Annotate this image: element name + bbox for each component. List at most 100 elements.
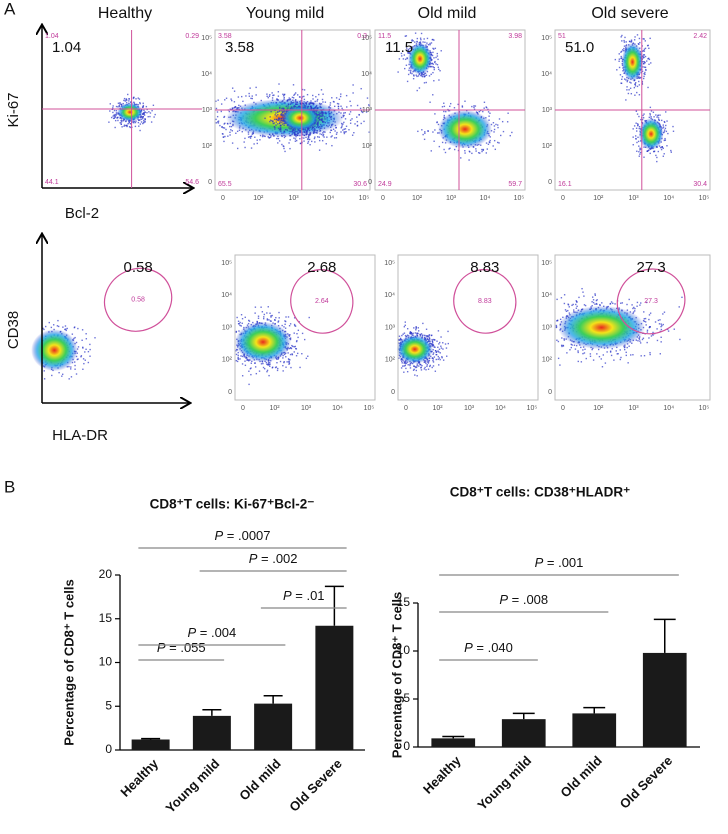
flow-dot <box>435 353 438 356</box>
flow-dot <box>398 335 401 337</box>
flow-tick-label: 0 <box>404 405 408 412</box>
flow-dot <box>487 108 489 111</box>
flow-dot <box>294 133 296 136</box>
flow-dot <box>74 368 76 370</box>
flow-dot <box>247 322 250 325</box>
flow-dot <box>413 368 415 371</box>
flow-dot <box>635 137 637 140</box>
flow-dot <box>276 137 278 140</box>
flow-dot <box>412 40 414 42</box>
flow-dot <box>313 108 315 110</box>
flow-dot <box>401 55 403 57</box>
flow-dot <box>285 356 287 358</box>
flow-dot <box>439 358 441 361</box>
flow-dot <box>337 103 340 105</box>
flow-dot <box>277 99 279 101</box>
column-title: Old severe <box>591 5 668 22</box>
gate-value: 8.83 <box>470 259 499 276</box>
flow-dot <box>268 136 270 139</box>
flow-dot <box>140 118 143 121</box>
flow-dot <box>293 130 295 132</box>
flow-dot <box>629 40 631 43</box>
flow-dot <box>434 346 436 348</box>
flow-dot <box>319 133 321 135</box>
flow-dot <box>344 118 347 120</box>
flow-dot <box>84 359 86 361</box>
flow-dot <box>428 337 431 339</box>
flow-tick-label: 10⁴ <box>323 195 334 202</box>
flow-dot <box>140 121 143 123</box>
flow-dot <box>428 334 431 336</box>
flow-dot <box>511 131 513 134</box>
flow-dot <box>318 149 321 151</box>
flow-dot <box>242 100 244 103</box>
flow-dot <box>417 327 420 329</box>
flow-dot <box>215 118 217 121</box>
flow-dot <box>260 306 262 308</box>
flow-dot <box>270 110 272 113</box>
flow-dot <box>82 368 84 370</box>
flow-dot <box>81 339 83 341</box>
flow-dot <box>299 102 302 104</box>
flow-dot <box>85 333 87 335</box>
flow-dot <box>316 107 318 110</box>
flow-dot <box>422 41 424 43</box>
flow-dot <box>129 126 132 129</box>
flow-dot <box>482 148 485 151</box>
flow-dot <box>275 112 277 114</box>
flow-dot <box>306 129 309 131</box>
flow-dot <box>322 93 324 95</box>
flow-dot <box>87 350 90 353</box>
flow-dot <box>416 375 418 377</box>
flow-dot <box>278 122 281 125</box>
flow-dot <box>403 371 405 373</box>
flow-tick-label: 10³ <box>202 107 213 114</box>
column-title: Old mild <box>418 5 477 22</box>
flow-dot <box>432 365 435 367</box>
flow-dot <box>340 93 342 95</box>
flow-dot <box>282 357 284 359</box>
flow-dot <box>247 136 250 138</box>
flow-dot <box>283 130 286 133</box>
flow-dot <box>266 363 268 366</box>
flow-dot <box>420 367 422 369</box>
flow-dot <box>275 118 278 121</box>
flow-dot <box>438 68 440 71</box>
flow-dot <box>270 315 272 317</box>
flow-dot <box>666 120 668 122</box>
flow-dot <box>398 339 400 341</box>
flow-dot <box>288 361 290 363</box>
flow-dot <box>656 116 658 118</box>
flow-dot <box>641 83 644 85</box>
flow-dot <box>257 315 260 317</box>
flow-tick-label: 10² <box>222 357 233 364</box>
flow-dot <box>343 131 345 133</box>
flow-dot <box>416 363 418 365</box>
flow-dot <box>314 100 316 103</box>
flow-dot <box>307 142 309 144</box>
flow-dot <box>441 356 443 359</box>
flow-dot <box>145 105 148 108</box>
flow-dot <box>288 142 290 144</box>
flow-cloud <box>614 34 675 163</box>
flow-dot <box>277 367 279 370</box>
flow-dot <box>233 107 236 109</box>
flow-dot <box>492 122 495 124</box>
flow-dot <box>294 345 297 348</box>
flow-dot <box>277 123 279 125</box>
flow-dot <box>620 82 622 84</box>
flow-dot <box>299 130 301 133</box>
flow-dot <box>289 103 292 106</box>
flow-dot <box>281 143 283 146</box>
flow-dot <box>437 66 439 68</box>
flow-dot <box>363 120 365 123</box>
flow-dot <box>267 364 269 366</box>
flow-dot <box>254 362 256 364</box>
flow-dot <box>345 125 348 127</box>
flow-dot <box>621 40 623 42</box>
flow-dot <box>143 109 145 112</box>
flow-dot <box>457 149 460 152</box>
flow-dot <box>441 106 444 108</box>
flow-dot <box>230 98 232 100</box>
flow-dot <box>406 80 409 83</box>
